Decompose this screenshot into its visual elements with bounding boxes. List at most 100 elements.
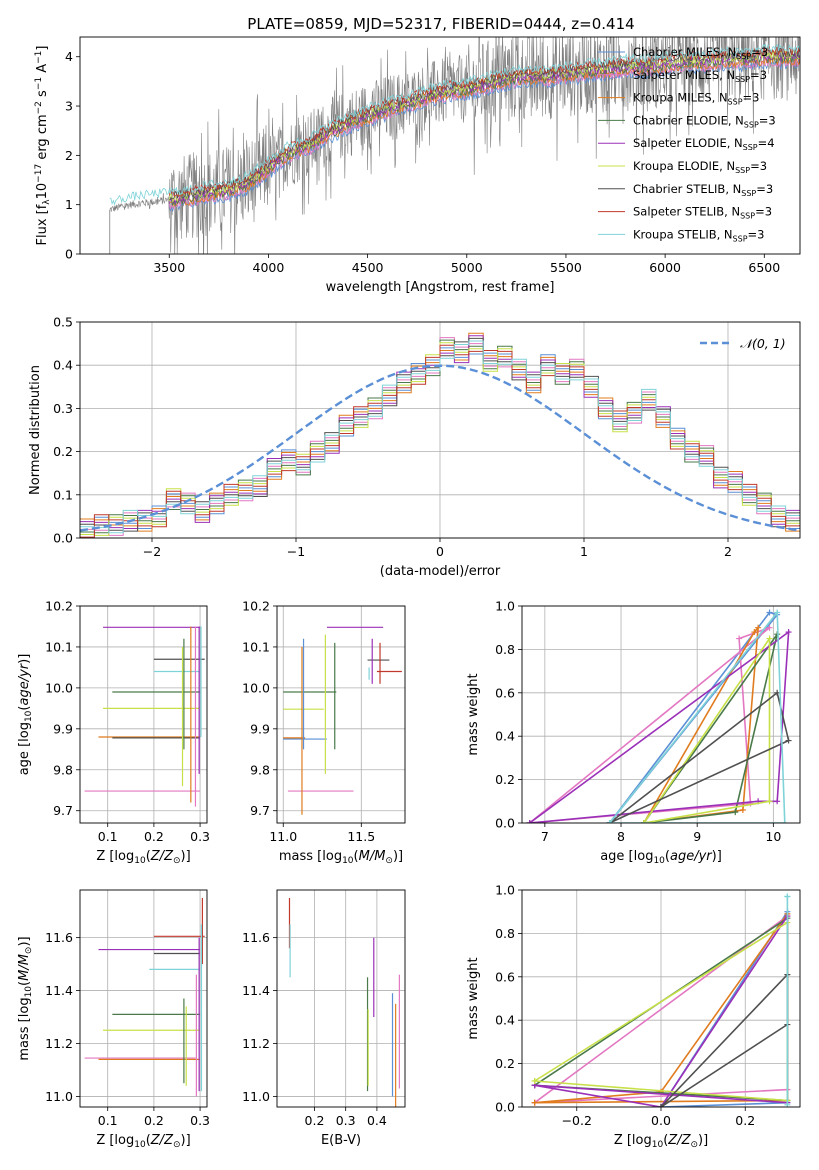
label-part: )] [181, 1133, 191, 1148]
label-part: ( [17, 706, 32, 711]
x-tick-label: −1 [287, 544, 305, 559]
series-marker [658, 1104, 664, 1107]
x-tick-label: 0.2 [305, 1113, 325, 1128]
label-part: ⊙ [173, 1140, 181, 1150]
label-part: −17 [34, 164, 44, 183]
legend-entry: Salpeter MILES, NSSP=3 [633, 68, 767, 84]
label-part: Z/Z [150, 849, 174, 864]
spectrum-data-line [109, 37, 800, 254]
gaussian-curve [80, 364, 800, 532]
label-part: Z/Z [150, 1133, 174, 1148]
hist-step-salpeter-stelib [80, 344, 800, 538]
label-part: )] [181, 849, 191, 864]
y-tick-label: 0 [65, 247, 73, 262]
series-line-salpeter-miles [529, 626, 771, 823]
legend-entry: Chabrier ELODIE, NSSP=3 [633, 113, 776, 129]
x-tick-label: 5500 [550, 260, 582, 275]
y-tick-label: 1.0 [495, 883, 515, 898]
x-tick-label: 3500 [153, 260, 185, 275]
label-part: ( [665, 849, 670, 864]
label-part: age/yr [17, 662, 32, 705]
legend-text: Salpeter STELIB, N [633, 205, 740, 219]
y-tick-label: 9.7 [250, 803, 270, 818]
series-line-chabrier-stelib [609, 691, 790, 823]
y-tick-label: 9.8 [53, 762, 73, 777]
x-tick-label: 0.3 [190, 1113, 210, 1128]
legend-entry: Salpeter STELIB, NSSP=3 [633, 205, 772, 221]
y-tick-label: 11.4 [45, 983, 73, 998]
y-tick-label: 0.6 [495, 685, 515, 700]
label-part: Flux [f [35, 204, 50, 245]
x-tick-label: 11.0 [269, 829, 297, 844]
y-tick-label: 0.0 [495, 1100, 515, 1115]
label-part: E(B-V) [321, 1133, 361, 1148]
label-part: ⊙ [690, 1140, 698, 1150]
label-part: M/M [17, 954, 32, 981]
label-part: Z [log [96, 1133, 134, 1148]
x-tick-label: 4500 [352, 260, 384, 275]
spectrum-ylabel: Flux [fλ10−17 erg cm−2 s−1 A−1] [34, 46, 52, 246]
x-tick-label: 7 [541, 829, 549, 844]
x-tick-label: 6500 [748, 260, 780, 275]
x-tick-label: 9 [693, 829, 701, 844]
label-part: age [log [17, 722, 32, 775]
massweight_vs_Z-axes: −0.2 0.0 0.2 0.0 0.2 0.4 0.6 0.8 1.0 [495, 883, 800, 1128]
label-part: Normed distribution [28, 365, 43, 495]
spectrum-xlabel: wavelength [Angstrom, rest frame] [326, 280, 555, 295]
legend-entry: Kroupa ELODIE, NSSP=3 [633, 159, 767, 175]
label-part: (data-model)/error [380, 564, 501, 579]
y-tick-label: 0.1 [53, 487, 73, 502]
x-tick-label: 10 [765, 829, 781, 844]
y-tick-label: 0.4 [495, 1013, 515, 1028]
label-part: wavelength [Angstrom, rest frame] [326, 280, 555, 295]
y-tick-label: 10.2 [242, 599, 270, 614]
series-marker [531, 1099, 538, 1106]
massweight_vs_age-plot [526, 609, 792, 823]
y-tick-label: 9.7 [53, 803, 73, 818]
label-part: A [35, 64, 50, 77]
y-tick-label: 0.8 [495, 642, 515, 657]
legend-sub: SSP [733, 234, 748, 243]
y-tick-label: 0.6 [495, 969, 515, 984]
spectrum-model-kroupa-stelib [109, 43, 800, 206]
legend-text: Chabrier STELIB, N [633, 182, 741, 196]
hist-plot [80, 332, 800, 538]
legend-suffix: =3 [748, 227, 765, 241]
age_vs_Z-axes-frame [79, 605, 208, 824]
label-part: Z/Z [667, 1133, 691, 1148]
y-tick-label: 1.0 [495, 599, 515, 614]
label-part: s [35, 90, 50, 101]
series-line-chabrier-elodie [643, 633, 778, 823]
y-tick-label: 0.2 [495, 772, 515, 787]
label-part: ( [17, 981, 32, 986]
legend-sub: SSP [736, 52, 751, 61]
series-marker [531, 1077, 538, 1084]
legend-suffix: =3 [756, 182, 773, 196]
series-marker [755, 624, 762, 631]
massweight_vs_age-ylabel: mass weight [466, 673, 481, 755]
legend-entry: Kroupa MILES, NSSP=3 [633, 91, 759, 107]
label-part: 10 [652, 1140, 664, 1150]
label-part: Z [log [614, 1133, 652, 1148]
spectrum-axes: 3500 4000 4500 5000 5500 6000 6500 0 1 2 3 4 [65, 49, 780, 275]
legend-sub: SSP [728, 98, 743, 107]
legend-suffix: =3 [759, 113, 776, 127]
label-part: ( [354, 849, 359, 864]
massweight_vs_Z-xlabel: Z [log10(Z/Z⊙)] [614, 1133, 708, 1150]
y-tick-label: 10.1 [45, 639, 73, 654]
label-part: ⊙ [173, 856, 181, 866]
label-part: ⊙ [24, 947, 34, 955]
series-marker [732, 809, 739, 816]
hist-axes-frame [79, 321, 801, 539]
legend-suffix: =4 [758, 136, 775, 150]
series-marker [736, 635, 743, 642]
legend-text: Kroupa STELIB, N [633, 227, 733, 241]
y-tick-label: 9.9 [53, 721, 73, 736]
y-tick-label: 11.0 [242, 1089, 270, 1104]
label-part: )] [698, 1133, 708, 1148]
label-part: mass weight [466, 673, 481, 755]
mass_vs_ebv-plot [288, 897, 400, 1107]
label-part: ( [663, 1133, 668, 1148]
legend-suffix: =3 [750, 159, 767, 173]
label-part: )] [393, 849, 403, 864]
